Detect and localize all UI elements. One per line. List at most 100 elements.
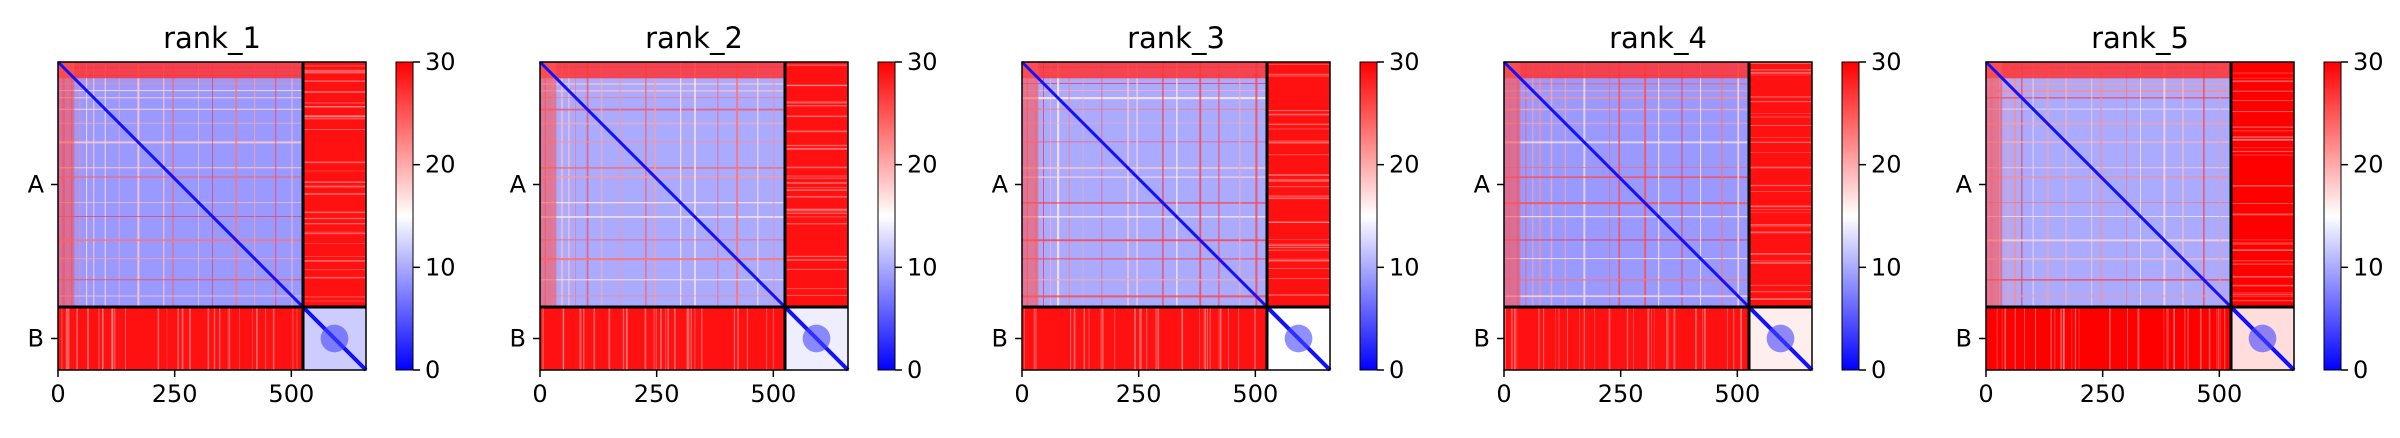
- inter-streak: [303, 80, 366, 82]
- heatmap-cells: [56, 60, 368, 372]
- inter-streak: [1673, 307, 1676, 370]
- x-tick-label: 250: [2080, 380, 2126, 408]
- inter-streak: [1267, 186, 1330, 188]
- streak-col: [1550, 62, 1553, 307]
- inter-streak: [1267, 73, 1330, 75]
- streak-row: [540, 239, 785, 241]
- streak-col: [619, 62, 621, 307]
- panel-title: rank_4: [1609, 21, 1707, 55]
- streak-col: [1609, 62, 1610, 307]
- streak-row: [1986, 239, 2231, 242]
- streak-row: [58, 295, 303, 297]
- y-tick-label: A: [510, 171, 527, 199]
- inter-streak: [1204, 307, 1207, 370]
- inter-streak: [1035, 307, 1037, 370]
- inter-streak: [1267, 195, 1330, 197]
- inter-streak: [303, 71, 366, 74]
- inter-streak: [2208, 307, 2211, 370]
- inter-streak: [1203, 307, 1205, 370]
- colorbar-tick-label: 0: [2353, 356, 2368, 384]
- x-tick-label: 250: [1116, 380, 1162, 408]
- streak-row: [1986, 90, 2231, 93]
- domain-B-blob: [320, 324, 349, 353]
- inter-streak: [1267, 140, 1330, 142]
- inter-streak: [785, 294, 848, 296]
- inter-streak: [1267, 243, 1330, 245]
- inter-streak: [303, 161, 366, 164]
- inter-streak: [1726, 307, 1728, 370]
- inter-streak: [213, 307, 216, 370]
- inter-streak: [1749, 62, 1812, 64]
- inter-streak: [303, 217, 366, 220]
- panel-title: rank_1: [163, 21, 261, 55]
- inter-streak: [2231, 284, 2294, 287]
- inter-streak: [1749, 284, 1812, 286]
- inter-streak: [303, 243, 366, 245]
- inter-streak: [1267, 154, 1330, 156]
- streak-row: [1986, 176, 2231, 179]
- plot-frame: [1021, 61, 1331, 371]
- streak-col: [2014, 62, 2017, 307]
- inter-streak: [1583, 307, 1586, 370]
- nterm-rows: [58, 62, 303, 79]
- x-tick-label: 500: [1232, 380, 1278, 408]
- streak-row: [540, 97, 785, 99]
- streak-col: [172, 62, 174, 307]
- inter-streak: [785, 105, 848, 107]
- inter-streak: [785, 268, 848, 270]
- inter-streak: [1632, 307, 1634, 370]
- inter-streak: [2163, 307, 2165, 370]
- streak-row: [540, 202, 785, 204]
- inter-streak: [2199, 307, 2202, 370]
- streak-row: [1022, 216, 1267, 218]
- inter-streak: [1740, 307, 1742, 370]
- streak-row: [1986, 202, 2231, 204]
- inter-streak: [2231, 80, 2294, 83]
- colorbar-tick-label: 30: [907, 48, 938, 76]
- streak-col: [575, 62, 577, 307]
- streak-col: [1176, 62, 1178, 307]
- inter-streak: [207, 307, 210, 370]
- inter-streak: [2231, 136, 2294, 138]
- diagonal-A: [1502, 60, 1751, 309]
- x-tick-label: 500: [268, 380, 314, 408]
- streak-col: [1057, 62, 1060, 307]
- inter-streak: [1267, 128, 1330, 130]
- inter-streak: [785, 144, 848, 147]
- nterm-rows: [1504, 62, 1749, 79]
- inter-streak: [622, 307, 625, 370]
- inter-streak: [785, 187, 848, 189]
- inter-streak: [272, 307, 275, 370]
- streak-col: [1539, 62, 1541, 307]
- inter-streak: [785, 64, 848, 66]
- x-tick-label: 500: [750, 380, 796, 408]
- inter-streak: [2231, 100, 2294, 102]
- inter-streak: [2231, 293, 2294, 295]
- colorbar-tick-label: 20: [1389, 151, 1420, 179]
- y-tick-label: B: [28, 325, 44, 353]
- domain-B-blob: [802, 324, 831, 353]
- streak-col: [79, 62, 81, 307]
- inter-streak: [296, 307, 298, 370]
- colorbar: [1359, 61, 1378, 371]
- inter-streak: [1749, 184, 1812, 187]
- inter-streak: [785, 216, 848, 218]
- y-tick-label: B: [510, 325, 526, 353]
- inter-streak: [303, 211, 366, 214]
- inter-streak: [562, 307, 565, 370]
- colorbar-tick-label: 10: [425, 253, 456, 281]
- inter-streak: [303, 115, 366, 117]
- y-tick-label: A: [1956, 171, 1973, 199]
- inter-streak: [2127, 307, 2128, 370]
- inter-streak: [1749, 226, 1812, 228]
- streak-col: [645, 62, 647, 307]
- x-tick-label: 250: [1598, 380, 1644, 408]
- streak-col: [1644, 62, 1647, 307]
- inter-streak: [1267, 179, 1330, 182]
- streak-col: [1218, 62, 1220, 307]
- inter-streak: [303, 300, 366, 302]
- inter-streak: [2166, 307, 2168, 370]
- inter-streak: [746, 307, 748, 370]
- inter-streak: [1704, 307, 1706, 370]
- streak-col: [2021, 62, 2023, 307]
